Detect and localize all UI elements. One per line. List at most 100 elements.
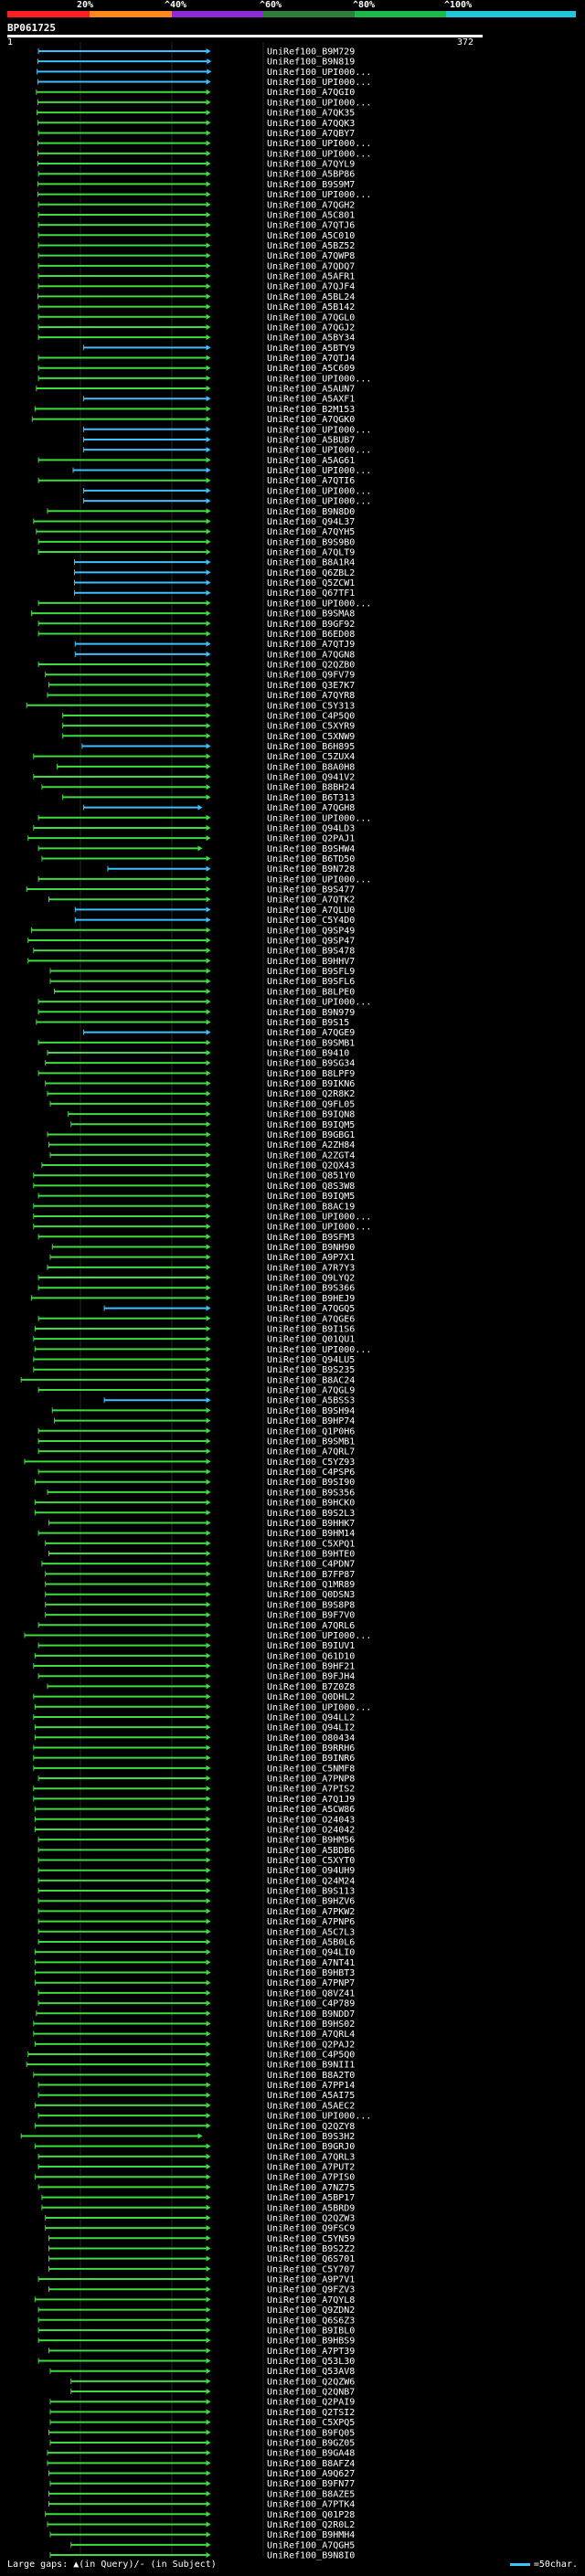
hit-row[interactable]: UniRef100_UPI000...: [37, 78, 371, 88]
hit-row[interactable]: UniRef100_C4P5Q0: [27, 2051, 356, 2061]
hit-row[interactable]: UniRef100_B9HM56: [37, 1836, 355, 1846]
hit-row[interactable]: UniRef100_A7QWP8: [37, 251, 355, 261]
hit-label[interactable]: UniRef100_C5YN59: [267, 2234, 355, 2244]
hit-label[interactable]: UniRef100_Q2QNB7: [267, 2388, 355, 2398]
hit-label[interactable]: UniRef100_A7NT41: [267, 1958, 355, 1968]
hit-row[interactable]: UniRef100_B9SMA8: [31, 610, 356, 620]
hit-row[interactable]: UniRef100_A7QYR8: [47, 691, 355, 701]
hit-row[interactable]: UniRef100_UPI000...: [37, 813, 371, 823]
hit-row[interactable]: UniRef100_A7QGE9: [82, 1028, 355, 1038]
hit-label[interactable]: UniRef100_A9P7V1: [267, 2275, 355, 2285]
hit-row[interactable]: UniRef100_Q2PAJ2: [34, 2040, 355, 2050]
hit-label[interactable]: UniRef100_UPI000...: [267, 425, 371, 435]
hit-label[interactable]: UniRef100_UPI000...: [267, 374, 371, 384]
hit-label[interactable]: UniRef100_UPI000...: [267, 998, 371, 1008]
hit-row[interactable]: UniRef100_A7QGK0: [31, 415, 355, 425]
hit-row[interactable]: UniRef100_A5AUN7: [36, 385, 355, 395]
hit-row[interactable]: UniRef100_B8AC19: [33, 1202, 356, 1212]
hit-row[interactable]: UniRef100_Q6S701: [48, 2254, 355, 2264]
hit-row[interactable]: UniRef100_C5XPQ1: [45, 1539, 356, 1549]
hit-label[interactable]: UniRef100_B9HBS9: [267, 2337, 355, 2347]
hit-row[interactable]: UniRef100_A7QTJ9: [74, 640, 355, 650]
hit-row[interactable]: UniRef100_C5Y4D0: [74, 916, 355, 926]
hit-label[interactable]: UniRef100_Q2QZW3: [267, 2213, 355, 2223]
hit-label[interactable]: UniRef100_B8A0H8: [267, 762, 355, 772]
hit-row[interactable]: UniRef100_UPI000...: [37, 190, 371, 200]
hit-row[interactable]: UniRef100_C5Y313: [26, 701, 355, 711]
hit-label[interactable]: UniRef100_A7QGK0: [267, 415, 355, 425]
hit-row[interactable]: UniRef100_A7PNP7: [34, 1978, 355, 1988]
hit-label[interactable]: UniRef100_C5Y4D0: [267, 916, 355, 926]
hit-label[interactable]: UniRef100_B9SFL9: [267, 967, 355, 977]
hit-row[interactable]: UniRef100_Q01P28: [45, 2510, 356, 2520]
hit-label[interactable]: UniRef100_B7Z0Z8: [267, 1682, 355, 1692]
hit-label[interactable]: UniRef100_B9RRH6: [267, 1744, 355, 1754]
hit-row[interactable]: UniRef100_B9HF21: [33, 1662, 356, 1672]
hit-row[interactable]: UniRef100_Q6S6Z3: [37, 2316, 355, 2326]
hit-row[interactable]: UniRef100_A7QBY7: [37, 129, 355, 139]
hit-row[interactable]: UniRef100_B9S9M7: [37, 180, 355, 190]
hit-row[interactable]: UniRef100_B8AC24: [20, 1375, 355, 1385]
hit-label[interactable]: UniRef100_B9I1S6: [267, 1324, 355, 1334]
hit-row[interactable]: UniRef100_B9GA48: [47, 2449, 355, 2459]
hit-row[interactable]: UniRef100_A7QGE6: [37, 1314, 355, 1324]
hit-row[interactable]: UniRef100_UPI000...: [82, 425, 371, 435]
hit-label[interactable]: UniRef100_B6H895: [267, 742, 355, 752]
hit-label[interactable]: UniRef100_B8BH24: [267, 783, 355, 793]
hit-row[interactable]: UniRef100_Q2QNB7: [70, 2388, 356, 2398]
hit-row[interactable]: UniRef100_B9S235: [33, 1365, 356, 1375]
hit-label[interactable]: UniRef100_B8A1R4: [267, 558, 355, 568]
hit-row[interactable]: UniRef100_B9N819: [37, 58, 355, 68]
hit-row[interactable]: UniRef100_O94UH9: [37, 1866, 355, 1876]
hit-row[interactable]: UniRef100_Q61D10: [34, 1651, 355, 1661]
hit-label[interactable]: UniRef100_B9S235: [267, 1365, 355, 1375]
hit-label[interactable]: UniRef100_Q01QU1: [267, 1335, 355, 1345]
hit-label[interactable]: UniRef100_B6T313: [267, 793, 355, 803]
hit-row[interactable]: UniRef100_A7PTK4: [48, 2500, 355, 2510]
hit-label[interactable]: UniRef100_C5ZUX4: [267, 752, 355, 762]
hit-row[interactable]: UniRef100_UPI000...: [37, 2112, 371, 2122]
hit-row[interactable]: UniRef100_Q2TSI2: [49, 2408, 355, 2418]
hit-label[interactable]: UniRef100_A7QGH2: [267, 200, 355, 210]
hit-label[interactable]: UniRef100_B9NH90: [267, 1243, 355, 1253]
hit-label[interactable]: UniRef100_B9SI90: [267, 1478, 355, 1488]
hit-row[interactable]: UniRef100_A5B0L6: [37, 1937, 355, 1947]
hit-row[interactable]: UniRef100_A7PIS2: [33, 1785, 356, 1795]
hit-row[interactable]: UniRef100_UPI000...: [37, 374, 371, 384]
hit-row[interactable]: UniRef100_UPI000...: [72, 466, 371, 476]
hit-label[interactable]: UniRef100_B9S8P8: [267, 1600, 355, 1610]
hit-label[interactable]: UniRef100_UPI000...: [267, 1702, 371, 1712]
hit-label[interactable]: UniRef100_A5AI75: [267, 2091, 355, 2101]
hit-row[interactable]: UniRef100_B9GF92: [37, 620, 355, 630]
hit-label[interactable]: UniRef100_C5YZ93: [267, 1458, 355, 1468]
hit-row[interactable]: UniRef100_B9FJH4: [37, 1672, 355, 1682]
hit-row[interactable]: UniRef100_Q2PAI9: [49, 2398, 355, 2408]
hit-row[interactable]: UniRef100_B6T313: [62, 793, 356, 803]
hit-row[interactable]: UniRef100_A5C010: [37, 231, 355, 241]
hit-label[interactable]: UniRef100_A7QGL0: [267, 313, 355, 323]
hit-row[interactable]: UniRef100_Q53L30: [37, 2357, 355, 2367]
hit-row[interactable]: UniRef100_B9HHK7: [48, 1519, 355, 1529]
hit-label[interactable]: UniRef100_B8A2T0: [267, 2071, 355, 2081]
hit-label[interactable]: UniRef100_B9HM14: [267, 1529, 355, 1539]
hit-label[interactable]: UniRef100_B9M729: [267, 48, 355, 58]
hit-label[interactable]: UniRef100_UPI000...: [267, 599, 371, 609]
hit-label[interactable]: UniRef100_B9FJH4: [267, 1672, 355, 1682]
hit-row[interactable]: UniRef100_B9FN77: [49, 2479, 355, 2489]
hit-row[interactable]: UniRef100_B9IQM5: [70, 1120, 356, 1130]
hit-label[interactable]: UniRef100_A7QRL7: [267, 1447, 355, 1458]
hit-row[interactable]: UniRef100_C5XPQ5: [49, 2418, 355, 2428]
hit-label[interactable]: UniRef100_B9S9B0: [267, 537, 355, 547]
hit-row[interactable]: UniRef100_B8LPE0: [54, 987, 356, 997]
hit-label[interactable]: UniRef100_Q2QX43: [267, 1161, 355, 1171]
hit-label[interactable]: UniRef100_A2ZGT4: [267, 1150, 355, 1161]
hit-label[interactable]: UniRef100_B9IBL0: [267, 2326, 355, 2336]
hit-label[interactable]: UniRef100_B8AC19: [267, 1202, 355, 1212]
hit-label[interactable]: UniRef100_A7QGE6: [267, 1314, 355, 1324]
hit-row[interactable]: UniRef100_B8AZE5: [48, 2489, 355, 2499]
hit-label[interactable]: UniRef100_A5BP17: [267, 2193, 355, 2203]
hit-label[interactable]: UniRef100_B8LPF9: [267, 1069, 355, 1079]
hit-row[interactable]: UniRef100_B9N979: [37, 1008, 355, 1018]
hit-row[interactable]: UniRef100_C4PSP6: [37, 1468, 355, 1478]
hit-label[interactable]: UniRef100_A7R7Y3: [267, 1263, 355, 1273]
